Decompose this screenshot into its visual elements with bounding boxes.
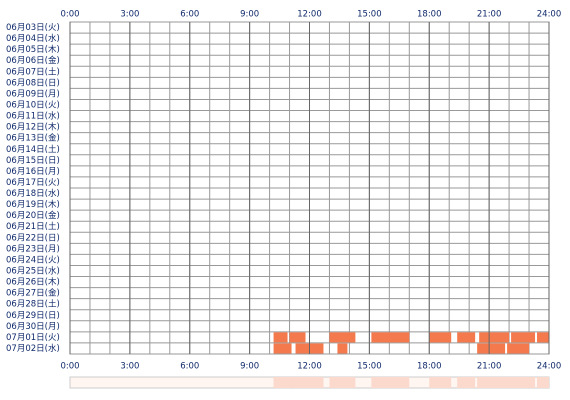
x-tick-label-top: 24:00 xyxy=(537,10,562,20)
activity-segment xyxy=(457,332,476,343)
row-label: 06月24日(火) xyxy=(6,255,60,265)
summary-segment xyxy=(273,377,292,388)
summary-segment xyxy=(295,377,324,388)
x-tick-label-bottom: 0:00 xyxy=(60,362,79,372)
activity-segment xyxy=(477,343,506,354)
x-tick-label-top: 9:00 xyxy=(240,10,259,20)
x-tick-label-top: 15:00 xyxy=(357,10,382,20)
row-label: 07月02日(水) xyxy=(6,343,60,354)
row-label: 06月28日(土) xyxy=(6,299,60,310)
row-label: 06月07日(土) xyxy=(6,66,60,77)
row-label: 06月19日(木) xyxy=(6,199,60,210)
activity-segment xyxy=(511,332,536,343)
row-label: 06月14日(土) xyxy=(6,144,60,155)
activity-segment xyxy=(507,343,530,354)
row-label: 06月11日(水) xyxy=(6,111,60,122)
summary-segment xyxy=(429,377,452,388)
row-label: 06月23日(月) xyxy=(6,244,60,254)
x-tick-label-top: 3:00 xyxy=(120,10,139,20)
activity-segment xyxy=(273,343,292,354)
activity-segment xyxy=(429,332,452,343)
x-tick-label-top: 12:00 xyxy=(297,10,322,20)
row-label: 06月21日(土) xyxy=(6,221,60,232)
row-label: 06月25日(水) xyxy=(6,266,60,277)
row-label: 06月05日(木) xyxy=(6,44,60,55)
row-label: 06月26日(木) xyxy=(6,277,60,288)
activity-segment xyxy=(371,332,410,343)
activity-segment xyxy=(479,332,510,343)
row-label: 06月12日(木) xyxy=(6,122,60,133)
x-tick-label-bottom: 15:00 xyxy=(357,362,382,372)
activity-segment xyxy=(273,332,288,343)
row-label: 06月10日(火) xyxy=(6,101,60,111)
row-label: 06月15日(日) xyxy=(6,156,60,166)
summary-segment xyxy=(457,377,476,388)
row-label: 06月20日(金) xyxy=(6,210,60,221)
x-tick-label-bottom: 9:00 xyxy=(240,362,259,372)
row-label: 07月01日(火) xyxy=(6,333,60,343)
row-label: 06月04日(水) xyxy=(6,33,60,44)
summary-segment xyxy=(537,377,549,388)
row-label: 06月09日(月) xyxy=(6,89,60,99)
x-tick-label-bottom: 21:00 xyxy=(477,362,502,372)
activity-segment xyxy=(289,332,306,343)
summary-segment xyxy=(507,377,530,388)
row-label: 06月18日(水) xyxy=(6,188,60,199)
activity-segment xyxy=(537,332,549,343)
x-tick-label-top: 18:00 xyxy=(417,10,442,20)
summary-segment xyxy=(371,377,410,388)
activity-segment xyxy=(337,343,348,354)
summary-segment xyxy=(477,377,506,388)
row-label: 06月13日(金) xyxy=(6,133,60,144)
row-label: 06月06日(金) xyxy=(6,55,60,66)
summary-segment xyxy=(337,377,348,388)
row-label: 06月30日(月) xyxy=(6,322,60,332)
row-label: 06月27日(金) xyxy=(6,288,60,299)
x-tick-label-bottom: 24:00 xyxy=(537,362,562,372)
x-tick-label-top: 0:00 xyxy=(60,10,79,20)
x-tick-label-bottom: 18:00 xyxy=(417,362,442,372)
activity-segment xyxy=(329,332,356,343)
row-label: 06月08日(日) xyxy=(6,78,60,88)
row-label: 06月29日(日) xyxy=(6,311,60,321)
x-tick-label-top: 6:00 xyxy=(180,10,199,20)
x-tick-label-top: 21:00 xyxy=(477,10,502,20)
row-label: 06月22日(日) xyxy=(6,233,60,243)
x-tick-label-bottom: 12:00 xyxy=(297,362,322,372)
row-label: 06月16日(月) xyxy=(6,167,60,177)
row-label: 06月03日(火) xyxy=(6,23,60,33)
x-tick-label-bottom: 6:00 xyxy=(180,362,199,372)
row-label: 06月17日(火) xyxy=(6,178,60,188)
x-tick-label-bottom: 3:00 xyxy=(120,362,139,372)
